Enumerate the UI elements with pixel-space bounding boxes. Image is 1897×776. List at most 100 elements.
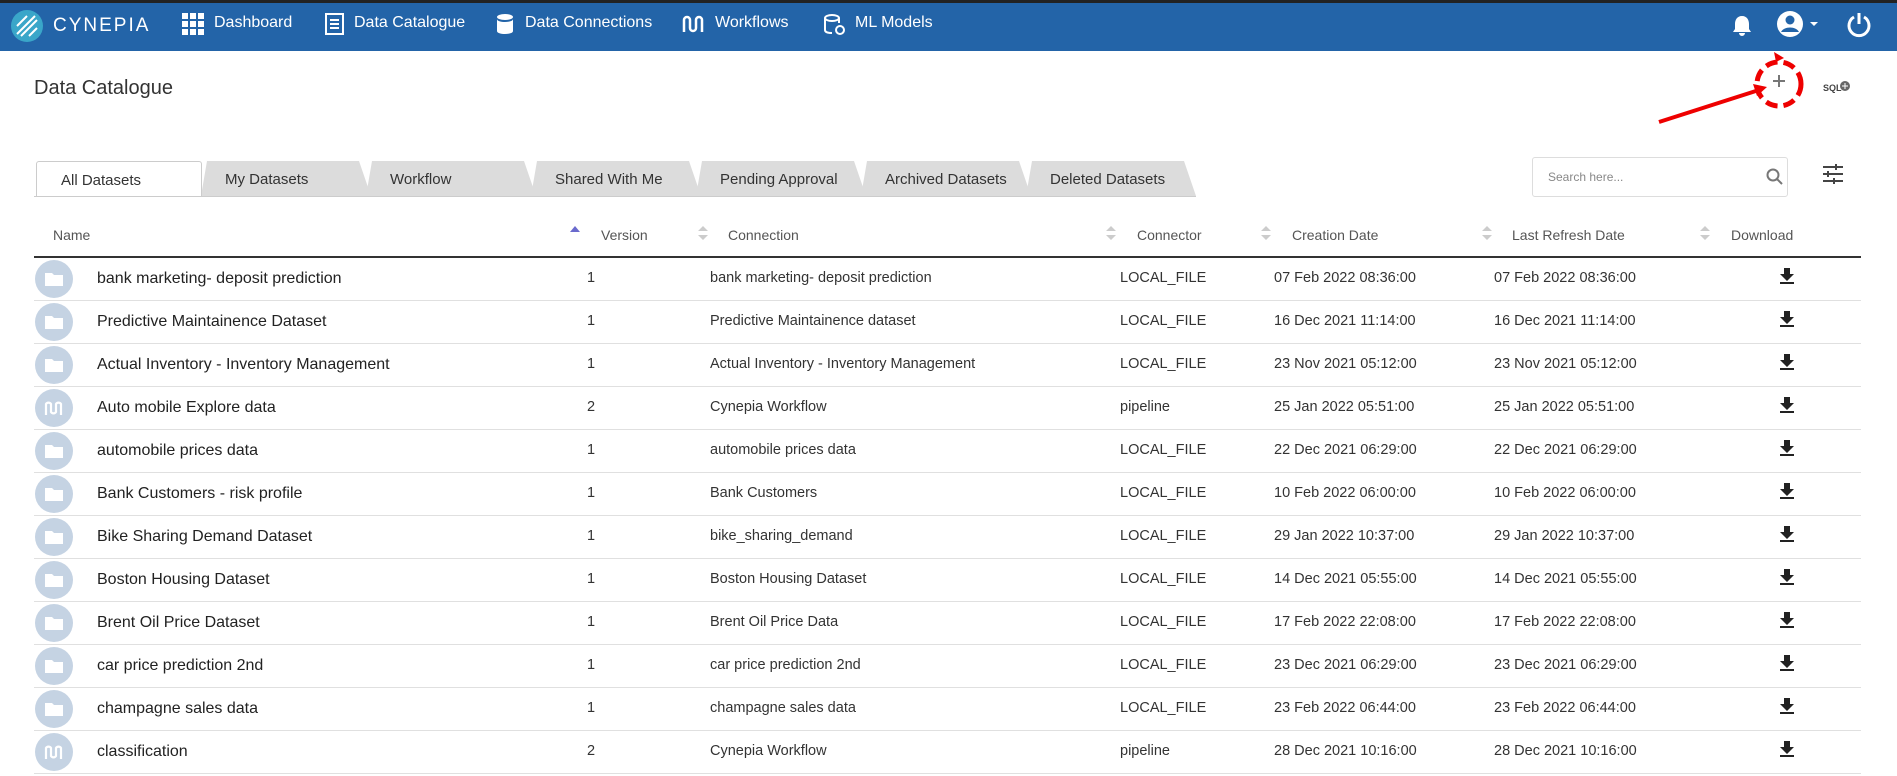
sql-button[interactable]: SQL bbox=[1823, 83, 1842, 93]
cell: Boston Housing Dataset bbox=[710, 571, 867, 587]
sql-plus bbox=[1840, 81, 1850, 91]
download-icon[interactable] bbox=[1780, 311, 1794, 327]
row-separator bbox=[34, 472, 1861, 473]
column-header: Download bbox=[1731, 227, 1794, 243]
cell: Predictive Maintainence dataset bbox=[710, 313, 916, 329]
download-icon[interactable] bbox=[1780, 483, 1794, 499]
cell: 1 bbox=[587, 313, 596, 329]
row-separator bbox=[34, 601, 1861, 602]
row-icon bbox=[35, 561, 73, 599]
tab[interactable]: My Datasets bbox=[201, 161, 371, 196]
nav-icon bbox=[323, 12, 347, 36]
cell: car price prediction 2nd bbox=[710, 657, 861, 673]
brand[interactable]: CYNEPIA bbox=[53, 15, 151, 36]
nav-icon bbox=[493, 12, 517, 36]
nav-item[interactable]: Data Catalogue bbox=[354, 14, 466, 31]
cell: Brent Oil Price Data bbox=[710, 614, 839, 630]
tab[interactable]: Deleted Datasets bbox=[1026, 161, 1196, 196]
row-separator bbox=[34, 730, 1861, 731]
power-icon[interactable] bbox=[1847, 13, 1871, 38]
cell: 17 Feb 2022 22:08:00 bbox=[1494, 614, 1636, 630]
add-dataset[interactable] bbox=[1655, 50, 1855, 130]
row-icon bbox=[35, 733, 73, 771]
sort-icon[interactable] bbox=[1482, 224, 1492, 242]
download-icon[interactable] bbox=[1780, 741, 1794, 757]
dataset-name[interactable]: bank marketing- deposit prediction bbox=[97, 270, 342, 287]
download-icon[interactable] bbox=[1780, 354, 1794, 370]
tab[interactable]: All Datasets bbox=[36, 161, 202, 196]
column-header[interactable]: Connector bbox=[1137, 227, 1202, 243]
cell: LOCAL_FILE bbox=[1120, 485, 1207, 501]
column-header[interactable]: Connection bbox=[728, 227, 799, 243]
download-icon[interactable] bbox=[1780, 655, 1794, 671]
download-icon[interactable] bbox=[1780, 397, 1794, 413]
cell: 07 Feb 2022 08:36:00 bbox=[1494, 270, 1636, 286]
tab[interactable]: Archived Datasets bbox=[861, 161, 1031, 196]
cell: 1 bbox=[587, 700, 596, 716]
nav-item[interactable]: Workflows bbox=[715, 14, 789, 31]
dataset-name[interactable]: Brent Oil Price Dataset bbox=[97, 614, 260, 631]
sort-icon[interactable] bbox=[1261, 224, 1271, 242]
row-separator bbox=[34, 300, 1861, 301]
cell: LOCAL_FILE bbox=[1120, 313, 1207, 329]
row-icon bbox=[35, 690, 73, 728]
nav-item[interactable]: Dashboard bbox=[214, 14, 293, 31]
tab[interactable]: Shared With Me bbox=[531, 161, 701, 196]
cell: 1 bbox=[587, 657, 596, 673]
row-icon bbox=[35, 604, 73, 642]
cell: 17 Feb 2022 22:08:00 bbox=[1274, 614, 1416, 630]
filter-icon[interactable] bbox=[1821, 163, 1845, 185]
cell: 22 Dec 2021 06:29:00 bbox=[1274, 442, 1417, 458]
column-header[interactable]: Last Refresh Date bbox=[1512, 227, 1625, 243]
dataset-name[interactable]: classification bbox=[97, 743, 188, 760]
cell: 1 bbox=[587, 614, 596, 630]
cell: 23 Nov 2021 05:12:00 bbox=[1494, 356, 1637, 372]
dataset-name[interactable]: automobile prices data bbox=[97, 442, 258, 459]
cell: LOCAL_FILE bbox=[1120, 614, 1207, 630]
cell: LOCAL_FILE bbox=[1120, 528, 1207, 544]
dataset-name[interactable]: champagne sales data bbox=[97, 700, 258, 717]
nav-item[interactable]: Data Connections bbox=[525, 14, 653, 31]
cell: LOCAL_FILE bbox=[1120, 571, 1207, 587]
cell: 1 bbox=[587, 356, 596, 372]
column-header[interactable]: Name bbox=[53, 227, 91, 243]
sort-icon[interactable] bbox=[698, 224, 708, 242]
download-icon[interactable] bbox=[1780, 698, 1794, 714]
dataset-name[interactable]: Boston Housing Dataset bbox=[97, 571, 270, 588]
cell: LOCAL_FILE bbox=[1120, 700, 1207, 716]
cell: bike_sharing_demand bbox=[710, 528, 853, 544]
tab[interactable]: Pending Approval bbox=[696, 161, 866, 196]
row-icon bbox=[35, 303, 73, 341]
dataset-name[interactable]: Actual Inventory - Inventory Management bbox=[97, 356, 390, 373]
tab[interactable]: Workflow bbox=[366, 161, 536, 196]
sort-icon[interactable] bbox=[570, 224, 580, 242]
column-header[interactable]: Version bbox=[601, 227, 648, 243]
dataset-name[interactable]: Bike Sharing Demand Dataset bbox=[97, 528, 313, 545]
download-icon[interactable] bbox=[1780, 268, 1794, 284]
column-header[interactable]: Creation Date bbox=[1292, 227, 1379, 243]
download-icon[interactable] bbox=[1780, 440, 1794, 456]
nav-icon bbox=[181, 12, 205, 36]
row-separator bbox=[34, 515, 1861, 516]
dataset-name[interactable]: Auto mobile Explore data bbox=[97, 399, 276, 416]
tab-line bbox=[34, 196, 1196, 197]
dataset-name[interactable]: Predictive Maintainence Dataset bbox=[97, 313, 327, 330]
download-icon[interactable] bbox=[1780, 526, 1794, 542]
download-icon[interactable] bbox=[1780, 612, 1794, 628]
dataset-name[interactable]: Bank Customers - risk profile bbox=[97, 485, 303, 502]
sort-icon[interactable] bbox=[1700, 224, 1710, 242]
row-icon bbox=[35, 260, 73, 298]
top-icons bbox=[1733, 11, 1871, 38]
row-icon bbox=[35, 432, 73, 470]
bell-icon[interactable] bbox=[1733, 16, 1751, 36]
cell: Cynepia Workflow bbox=[710, 743, 827, 759]
search-box[interactable]: Search here... bbox=[1532, 157, 1788, 197]
dataset-name[interactable]: car price prediction 2nd bbox=[97, 657, 264, 674]
cell: pipeline bbox=[1120, 399, 1170, 415]
nav-item[interactable]: ML Models bbox=[855, 14, 933, 31]
download-icon[interactable] bbox=[1780, 569, 1794, 585]
sort-icon[interactable] bbox=[1106, 224, 1116, 242]
row-separator bbox=[34, 687, 1861, 688]
cell: Bank Customers bbox=[710, 485, 818, 501]
